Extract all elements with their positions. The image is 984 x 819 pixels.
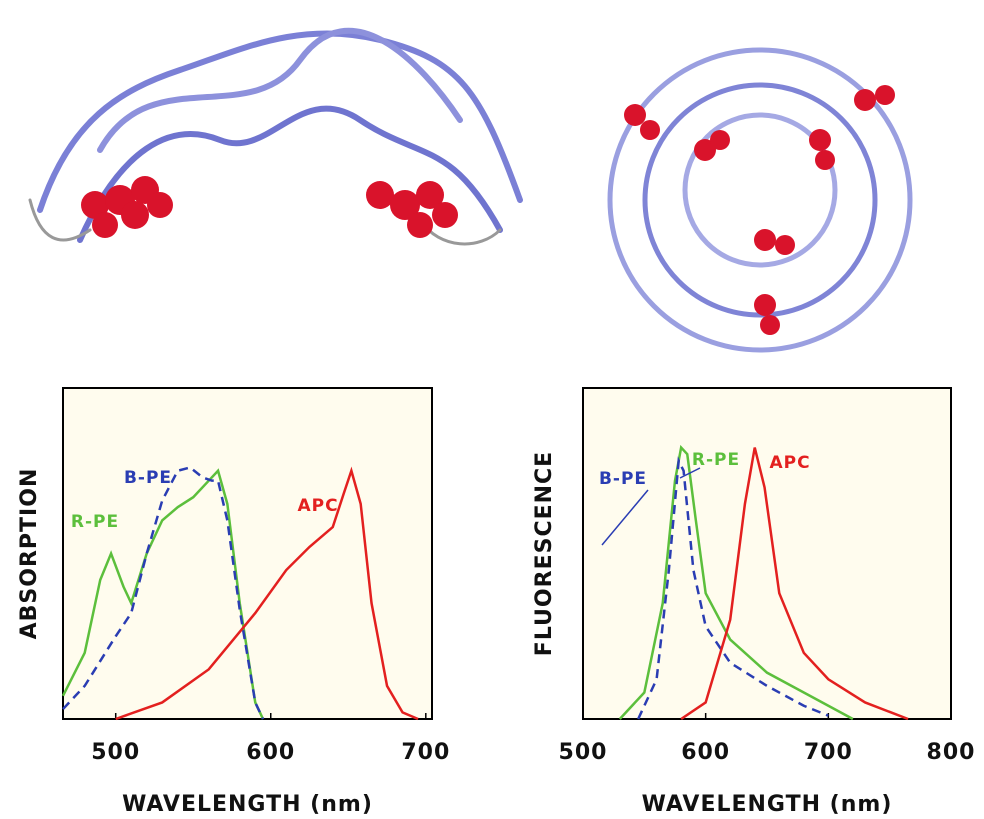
series-label: R-PE bbox=[71, 512, 119, 532]
ribbon bbox=[642, 82, 878, 318]
chromophore bbox=[624, 85, 895, 335]
x-tick-label: 800 bbox=[927, 740, 976, 765]
ribbon bbox=[37, 30, 523, 213]
x-tick-label: 700 bbox=[401, 740, 450, 765]
data-line bbox=[637, 456, 829, 720]
x-tick-label: 500 bbox=[559, 740, 608, 765]
series-label: B-PE bbox=[124, 468, 172, 488]
x-tick-label: 500 bbox=[91, 740, 140, 765]
data-line bbox=[618, 444, 854, 721]
ribbon bbox=[77, 105, 503, 243]
series-label: B-PE bbox=[599, 469, 647, 489]
series-label: R-PE bbox=[692, 450, 740, 470]
protein-structure-left bbox=[28, 27, 523, 246]
ribbon bbox=[607, 47, 913, 353]
plot-area bbox=[582, 387, 952, 720]
series-label: APC bbox=[769, 453, 810, 473]
chromophore bbox=[81, 176, 458, 238]
data-line bbox=[115, 466, 419, 721]
x-tick-label: 600 bbox=[681, 740, 730, 765]
series-label: APC bbox=[297, 496, 338, 516]
label-pointer bbox=[601, 489, 649, 546]
ribbon bbox=[682, 112, 838, 268]
data-line bbox=[680, 447, 909, 721]
protein-structure-right bbox=[607, 47, 913, 353]
x-tick-label: 700 bbox=[804, 740, 853, 765]
x-tick-label: 600 bbox=[246, 740, 295, 765]
x-axis-label: WAVELENGTH (nm) bbox=[122, 792, 373, 817]
x-axis-label: WAVELENGTH (nm) bbox=[642, 792, 893, 817]
y-axis-label: FLUORESCENCE bbox=[532, 451, 557, 656]
y-axis-label: ABSORPTION bbox=[17, 468, 42, 640]
data-line bbox=[61, 468, 265, 720]
ribbon bbox=[97, 27, 463, 153]
plot-area bbox=[62, 387, 433, 720]
label-pointer bbox=[679, 467, 701, 479]
